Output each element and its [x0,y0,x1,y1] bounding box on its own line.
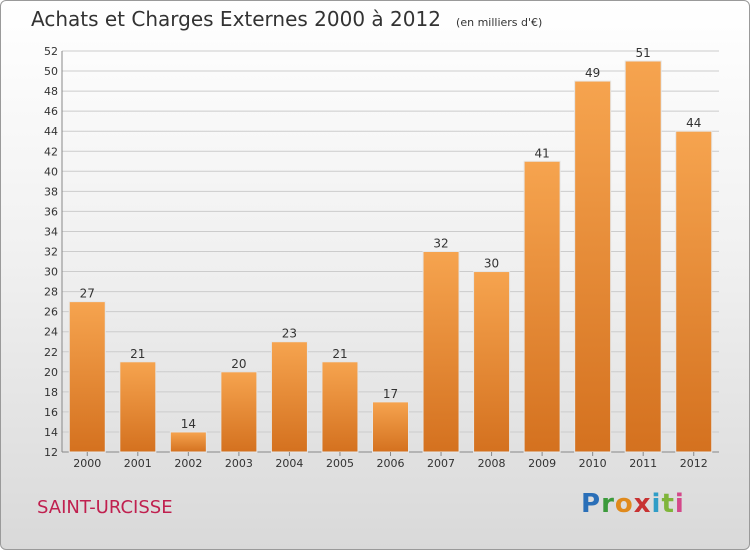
y-tick-label: 38 [44,185,58,198]
y-tick-label: 20 [44,366,58,379]
bar-2005 [321,361,359,453]
bar-2002 [169,431,207,453]
y-tick-label: 46 [44,105,58,118]
x-tick-label: 2007 [427,457,455,470]
y-tick-label: 42 [44,145,58,158]
bar-2007 [422,251,460,453]
bar-2003 [220,371,258,453]
y-tick-label: 18 [44,386,58,399]
y-axis: 12 14 16 18 20 22 24 26 28 30 32 34 36 38 40 42 44 46 48 50… [44,45,719,459]
data-label: 14 [181,417,196,431]
x-axis: 2000 2001 2002 2003 2004 2005 2006 2007 2008 2009… [73,452,708,470]
data-label: 21 [332,347,347,361]
y-tick-label: 40 [44,165,58,178]
bar-2000 [68,301,106,453]
x-tick-label: 2001 [124,457,152,470]
x-tick-label: 2003 [225,457,253,470]
x-tick-label: 2002 [174,457,202,470]
data-label: 21 [130,347,145,361]
y-tick-label: 34 [44,225,58,238]
x-tick-label: 2009 [528,457,556,470]
y-tick-label: 26 [44,306,58,319]
bars [68,60,713,453]
proxiti-logo[interactable]: Proxiti [581,489,685,519]
bar-2009 [523,160,561,453]
data-label: 32 [433,237,448,251]
bar-2001 [119,361,157,453]
y-tick-label: 22 [44,346,58,359]
y-tick-label: 24 [44,326,58,339]
x-tick-label: 2000 [73,457,101,470]
data-label: 44 [686,116,701,130]
y-tick-label: 44 [44,125,58,138]
x-tick-label: 2005 [326,457,354,470]
bar-2004 [270,341,308,453]
data-label: 30 [484,257,499,271]
x-tick-label: 2004 [275,457,303,470]
data-label: 20 [231,357,246,371]
y-tick-label: 30 [44,266,58,279]
data-label: 23 [282,327,297,341]
x-tick-label: 2011 [629,457,657,470]
y-tick-label: 14 [44,426,58,439]
y-tick-label: 48 [44,85,58,98]
data-label: 49 [585,66,600,80]
data-label: 17 [383,387,398,401]
bar-2012 [675,130,713,453]
bar-2010 [574,80,612,453]
y-tick-label: 50 [44,65,58,78]
chart-subtitle: (en milliers d'€) [456,16,543,29]
y-tick-label: 28 [44,286,58,299]
data-label: 51 [636,46,651,60]
y-tick-label: 52 [44,45,58,58]
y-tick-label: 12 [44,446,58,459]
data-labels: 27 21 14 20 23 21 17 32 30 41 49 51 44 [80,46,702,431]
x-tick-label: 2008 [478,457,506,470]
x-tick-label: 2006 [377,457,405,470]
title-line: Achats et Charges Externes 2000 à 2012 (… [31,7,542,31]
bar-2011 [624,60,662,453]
y-tick-label: 16 [44,406,58,419]
y-tick-label: 32 [44,246,58,259]
data-label: 27 [80,287,95,301]
y-tick-label: 36 [44,205,58,218]
commune-name: SAINT-URCISSE [37,497,173,518]
x-tick-label: 2010 [579,457,607,470]
bar-2008 [473,271,511,453]
x-tick-label: 2012 [680,457,708,470]
data-label: 41 [534,146,549,160]
bar-2006 [372,401,409,453]
chart-title: Achats et Charges Externes 2000 à 2012 [31,7,441,31]
